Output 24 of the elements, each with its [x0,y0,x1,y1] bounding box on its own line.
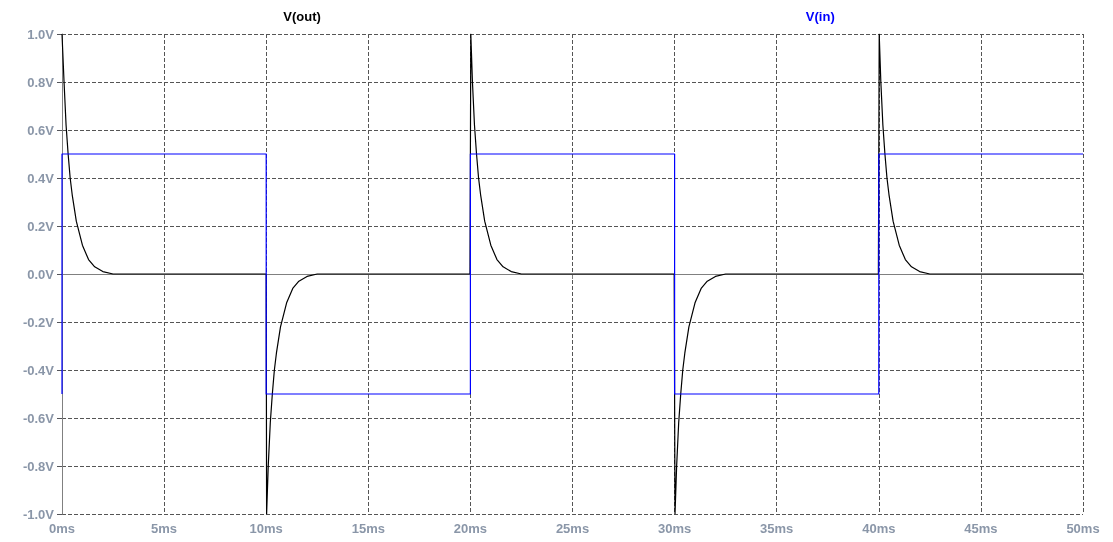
y-tick-label: 0.6V [27,122,55,138]
x-tick-label: 25ms [555,521,590,536]
x-tick-label: 40ms [862,521,896,536]
x-tick-label: 50ms [1066,521,1100,536]
x-tick-label: 0ms [48,521,76,536]
text: V(in) [805,8,835,24]
y-tick-label: 0.8V [27,74,55,90]
x-tick-label: 35ms [760,521,794,536]
y-tick-label: 0.4V [27,170,55,186]
x-tick-label: 20ms [453,521,488,536]
y-tick-label: -1.0V [22,506,55,522]
x-tick-label: 30ms [657,521,692,536]
x-tick-label: 5ms [151,521,178,536]
y-tick-label: -0.6V [22,410,55,426]
x-tick-label: 10ms [249,521,283,536]
y-tick-label: 0.0V [27,266,55,282]
y-tick-label: -0.8V [22,458,55,474]
y-tick-label: -0.2V [22,314,55,330]
x-tick-label: 45ms [964,521,998,536]
y-tick-label: -0.4V [22,362,55,378]
text: V(out) [283,8,321,24]
x-tick-label: 15ms [351,521,385,536]
y-tick-label: 0.2V [27,218,55,234]
y-tick-label: 1.0V [27,26,55,42]
